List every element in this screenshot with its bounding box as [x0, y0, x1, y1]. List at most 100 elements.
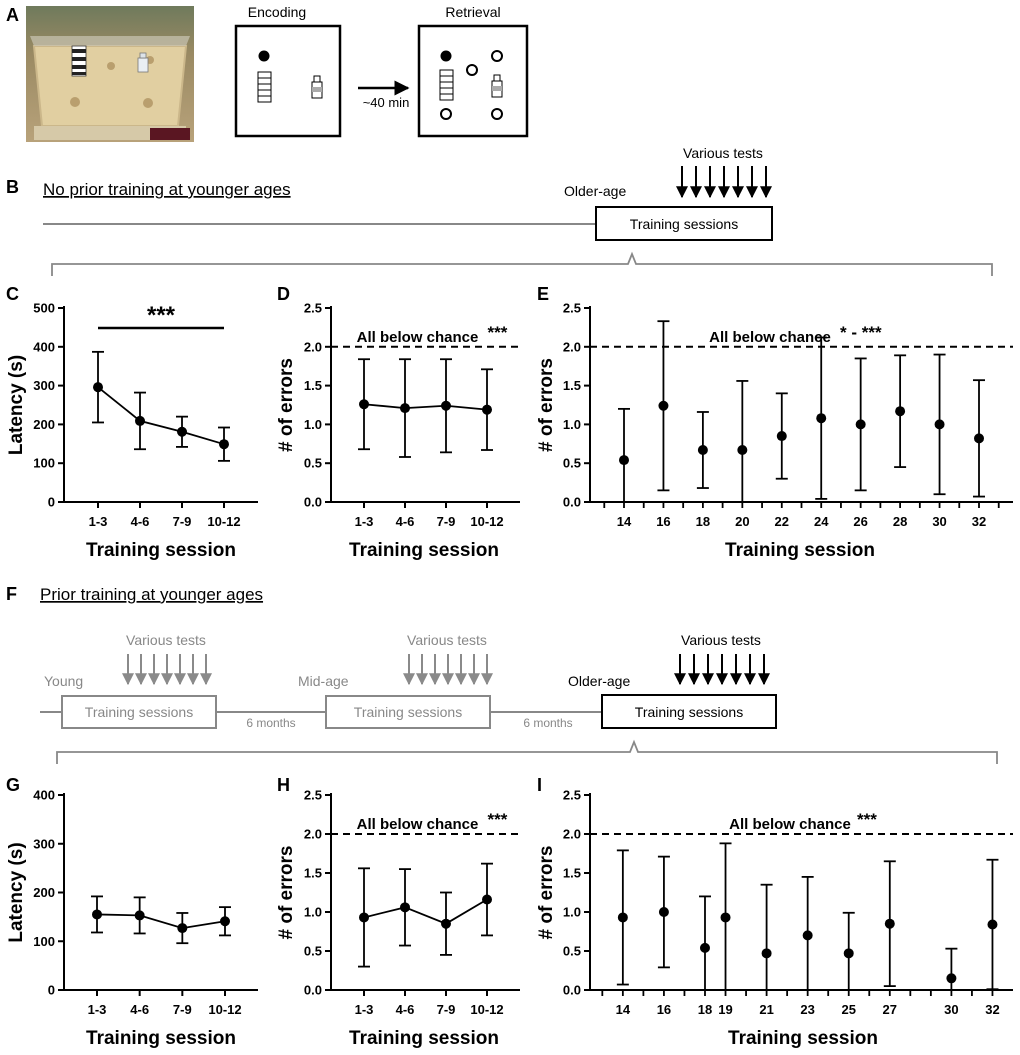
chart-g: 0 100 200 300 400 1-3 4-6 7-9 10-12 Training sess…: [6, 788, 258, 1049]
panel-letter-b: B: [6, 177, 19, 197]
x-tick-label: 4-6: [130, 1002, 149, 1017]
x-tick-label: 1-3: [88, 1002, 107, 1017]
tests-label: Various tests: [681, 632, 761, 648]
x-tick-label: 14: [616, 1002, 631, 1017]
x-axis-title: Training session: [349, 540, 499, 561]
bracket: [56, 739, 998, 764]
significance-stars: ***: [147, 302, 176, 329]
data-point: [482, 894, 492, 905]
y-tick-label: 0.0: [563, 495, 581, 510]
y-tick-label: 200: [33, 417, 55, 432]
x-tick-label: 14: [617, 514, 632, 529]
x-tick-label: 10-12: [470, 514, 503, 529]
y-tick-label: 1.0: [563, 417, 581, 432]
data-point: [884, 918, 895, 929]
x-axis-title: Training session: [728, 1028, 878, 1049]
series-line: [363, 898, 488, 925]
y-tick-label: 500: [33, 301, 55, 316]
chart-h: 0.0 0.5 1.0 1.5 2.0 2.5 1-3 4-6 7-9 10-12 Training…: [276, 788, 520, 1049]
training-box: [601, 694, 777, 729]
x-tick-label: 1-3: [355, 514, 374, 529]
x-tick-label: 28: [893, 514, 907, 529]
y-tick-label: 0: [48, 495, 55, 510]
y-axis-title: Latency (s): [6, 355, 27, 455]
chart-c: 0 100 200 300 400 500 1-3 4-6 7-9 10-12 Training s…: [6, 301, 258, 561]
bottle-object-icon: [311, 75, 323, 99]
x-tick-label: 10-12: [470, 1002, 503, 1017]
chance-annotation: All below chance: [729, 816, 851, 833]
data-point: [776, 431, 787, 442]
age-label-older: Older-age: [564, 183, 626, 199]
x-tick-label: 16: [657, 1002, 671, 1017]
y-tick-label: 2.0: [304, 827, 322, 842]
y-tick-label: 1.5: [304, 866, 322, 881]
y-tick-label: 1.0: [304, 417, 322, 432]
data-point: [737, 445, 748, 456]
data-point: [699, 942, 710, 953]
chance-annotation: All below chance: [357, 329, 479, 346]
y-tick-label: 100: [33, 456, 55, 471]
data-point: [802, 930, 813, 941]
data-point: [658, 400, 669, 411]
y-tick-label: 0.5: [304, 456, 322, 471]
hole-open-icon: [491, 108, 503, 120]
y-tick-label: 100: [33, 934, 55, 949]
y-tick-label: 300: [33, 836, 55, 851]
x-tick-label: 24: [814, 514, 829, 529]
significance-stars: ***: [857, 810, 877, 829]
y-tick-label: 0.5: [304, 944, 322, 959]
data-point: [177, 426, 187, 437]
data-point: [974, 433, 984, 444]
x-tick-label: 26: [853, 514, 867, 529]
data-point: [93, 382, 103, 393]
data-point: [400, 403, 410, 414]
y-tick-label: 0.0: [304, 983, 322, 998]
data-point: [619, 455, 629, 466]
x-tick-label: 7-9: [173, 514, 192, 529]
data-point: [617, 912, 628, 923]
x-tick-label: 32: [972, 514, 986, 529]
hole-open-icon: [440, 108, 452, 120]
panel-letter-e: E: [537, 284, 549, 304]
x-tick-label: 10-12: [207, 514, 240, 529]
y-axis-title: # of errors: [536, 846, 557, 940]
y-tick-label: 0.0: [563, 983, 581, 998]
data-point: [482, 404, 492, 415]
retrieval-label: Retrieval: [445, 4, 500, 20]
data-point: [441, 400, 451, 411]
test-arrows: [403, 654, 493, 686]
y-tick-label: 0.5: [563, 944, 581, 959]
hole-open-icon: [491, 50, 503, 62]
x-tick-label: 18: [696, 514, 710, 529]
y-tick-label: 400: [33, 339, 55, 354]
x-tick-label: 7-9: [437, 514, 456, 529]
y-tick-label: 2.0: [563, 339, 581, 354]
data-point: [359, 399, 369, 410]
data-point: [359, 912, 369, 923]
x-axis-title: Training session: [86, 540, 236, 561]
y-tick-label: 2.0: [563, 827, 581, 842]
y-tick-label: 400: [33, 788, 55, 803]
encoding-label: Encoding: [248, 4, 306, 20]
x-tick-label: 32: [985, 1002, 999, 1017]
bracket: [51, 251, 993, 276]
striped-object-icon: [439, 69, 454, 101]
chance-annotation: All below chance: [357, 816, 479, 833]
y-axis-title: # of errors: [536, 358, 557, 452]
data-point: [441, 918, 451, 929]
test-arrows: [122, 654, 212, 686]
x-tick-label: 4-6: [396, 1002, 415, 1017]
significance-stars: ***: [488, 810, 508, 829]
gap-label: 6 months: [523, 716, 572, 730]
training-box-label: Training sessions: [354, 704, 462, 720]
data-point: [134, 910, 145, 921]
x-tick-label: 7-9: [437, 1002, 456, 1017]
x-axis-title: Training session: [349, 1028, 499, 1049]
data-point: [987, 919, 998, 930]
tests-label: Various tests: [683, 145, 763, 161]
x-tick-label: 30: [944, 1002, 958, 1017]
x-tick-label: 22: [775, 514, 789, 529]
x-tick-label: 1-3: [355, 1002, 374, 1017]
y-axis-title: # of errors: [276, 846, 297, 940]
